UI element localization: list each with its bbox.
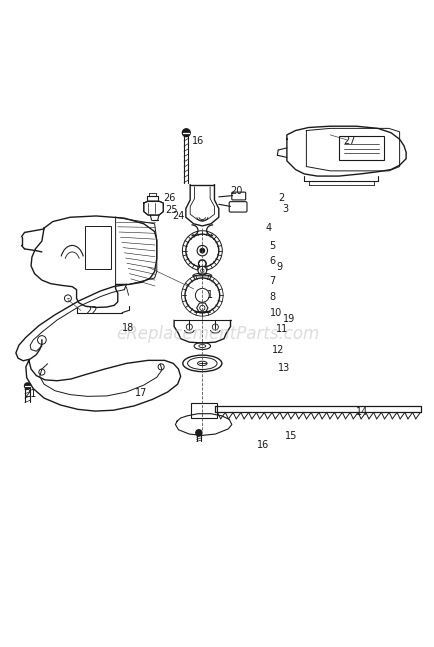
Ellipse shape bbox=[194, 342, 210, 349]
Ellipse shape bbox=[187, 357, 217, 369]
Circle shape bbox=[197, 245, 207, 256]
Circle shape bbox=[198, 259, 206, 268]
Circle shape bbox=[195, 289, 209, 302]
Circle shape bbox=[39, 369, 45, 375]
Text: 8: 8 bbox=[269, 292, 275, 302]
FancyBboxPatch shape bbox=[338, 136, 384, 160]
Circle shape bbox=[24, 383, 30, 389]
Text: 17: 17 bbox=[135, 388, 147, 398]
Text: 19: 19 bbox=[282, 314, 294, 324]
Text: 12: 12 bbox=[271, 344, 283, 355]
Text: eReplacementParts.com: eReplacementParts.com bbox=[115, 325, 319, 344]
FancyBboxPatch shape bbox=[85, 226, 111, 269]
Text: 27: 27 bbox=[342, 137, 355, 146]
Text: 1: 1 bbox=[206, 291, 212, 300]
Circle shape bbox=[158, 364, 164, 370]
Text: 11: 11 bbox=[276, 324, 288, 334]
Text: 5: 5 bbox=[269, 241, 275, 251]
Circle shape bbox=[197, 267, 206, 275]
Circle shape bbox=[200, 269, 204, 272]
Text: 24: 24 bbox=[171, 212, 184, 221]
Text: 3: 3 bbox=[282, 204, 288, 214]
Ellipse shape bbox=[197, 361, 207, 366]
Text: 9: 9 bbox=[276, 262, 282, 272]
Text: 25: 25 bbox=[165, 205, 178, 215]
Text: 7: 7 bbox=[269, 276, 275, 286]
Text: 10: 10 bbox=[269, 308, 281, 318]
Text: 4: 4 bbox=[265, 223, 271, 233]
Text: 13: 13 bbox=[278, 363, 290, 373]
Circle shape bbox=[199, 305, 204, 311]
Ellipse shape bbox=[198, 345, 205, 347]
Text: 26: 26 bbox=[163, 193, 175, 203]
Text: 21: 21 bbox=[24, 389, 37, 399]
Text: 14: 14 bbox=[355, 408, 368, 417]
Circle shape bbox=[184, 278, 219, 313]
FancyBboxPatch shape bbox=[229, 202, 247, 212]
Text: 16: 16 bbox=[256, 440, 268, 450]
Text: 16: 16 bbox=[191, 137, 203, 146]
Text: 20: 20 bbox=[230, 186, 242, 196]
Circle shape bbox=[186, 324, 192, 330]
Circle shape bbox=[200, 248, 204, 253]
Text: 18: 18 bbox=[122, 323, 134, 333]
Circle shape bbox=[212, 324, 218, 330]
Circle shape bbox=[64, 295, 71, 302]
Text: 2: 2 bbox=[278, 193, 284, 203]
Text: 22: 22 bbox=[85, 307, 98, 316]
FancyBboxPatch shape bbox=[191, 403, 217, 418]
Text: 15: 15 bbox=[284, 432, 296, 441]
Circle shape bbox=[195, 430, 201, 436]
Text: 6: 6 bbox=[269, 256, 275, 266]
Circle shape bbox=[185, 234, 218, 267]
Circle shape bbox=[37, 336, 46, 344]
FancyBboxPatch shape bbox=[231, 192, 245, 200]
Circle shape bbox=[182, 129, 190, 137]
Ellipse shape bbox=[182, 355, 221, 371]
